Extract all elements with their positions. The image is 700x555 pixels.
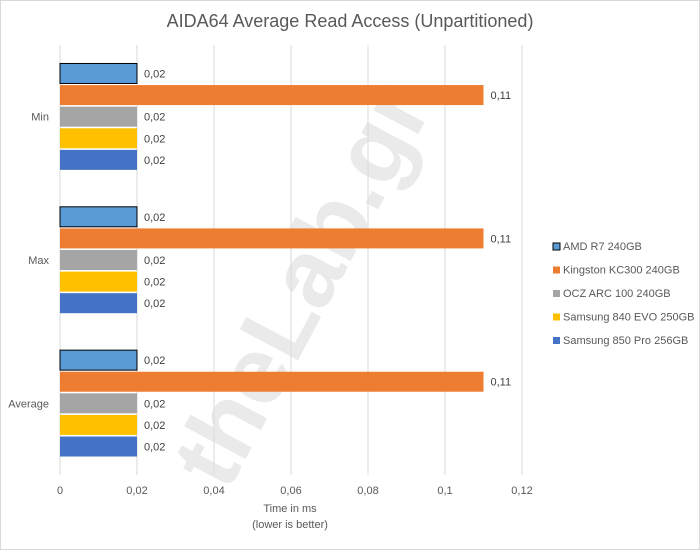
data-label: 0,02 xyxy=(144,133,165,145)
axis-layer: 0 0,02 0,04 0,06 0,08 0,1 0,12 Min Max Average xyxy=(8,112,532,497)
bar-min-kingston-kc300-240gb xyxy=(60,85,484,106)
legend-swatch-ocz-arc-100-240gb xyxy=(553,290,560,297)
data-label: 0,02 xyxy=(144,112,165,124)
x-tick-label: 0 xyxy=(57,485,63,497)
x-tick-label: 0,12 xyxy=(511,485,532,497)
category-label-max: Max xyxy=(28,255,49,267)
legend-label-amd-r7-240gb: AMD R7 240GB xyxy=(563,241,642,253)
category-label-min: Min xyxy=(31,112,49,124)
data-label: 0,02 xyxy=(144,68,165,80)
x-tick-label: 0,08 xyxy=(357,485,378,497)
bar-min-samsung-840-evo-250gb xyxy=(60,128,137,149)
legend-swatch-samsung-840-evo-250gb xyxy=(553,313,560,321)
legend-swatch-samsung-850-pro-256gb xyxy=(553,337,560,344)
data-label: 0,11 xyxy=(491,377,512,389)
legend-label-samsung-850-pro-256gb: Samsung 850 Pro 256GB xyxy=(563,335,688,347)
bar-min-ocz-arc-100-240gb xyxy=(60,106,137,127)
legend-label-samsung-840-evo-250gb: Samsung 840 EVO 250GB xyxy=(563,312,694,324)
data-label: 0,02 xyxy=(144,398,165,410)
bar-max-samsung-840-evo-250gb xyxy=(60,271,137,292)
data-label: 0,11 xyxy=(491,90,512,102)
data-label: 0,02 xyxy=(144,155,165,167)
bar-min-amd-r7-240gb xyxy=(59,62,138,84)
data-label: 0,02 xyxy=(144,277,165,289)
bar-average-ocz-arc-100-240gb xyxy=(60,393,137,414)
bar-max-ocz-arc-100-240gb xyxy=(60,250,137,270)
data-label: 0,11 xyxy=(491,233,512,245)
bar-max-kingston-kc300-240gb xyxy=(60,228,484,249)
x-axis-title: Time in ms xyxy=(263,503,317,515)
data-label: 0,02 xyxy=(144,442,165,454)
bar-average-samsung-840-evo-250gb xyxy=(60,414,137,435)
data-label: 0,02 xyxy=(144,420,165,432)
chart-title: AIDA64 Average Read Access (Unpartitione… xyxy=(167,11,534,31)
data-label: 0,02 xyxy=(144,355,165,367)
labels-layer: 0,02 0,11 0,02 0,02 0,02 0,02 0,11 0,02 0,02 0,02… xyxy=(144,68,511,453)
data-label: 0,02 xyxy=(144,298,165,310)
data-label: 0,02 xyxy=(144,255,165,267)
legend-label-kingston-kc300-240gb: Kingston KC300 240GB xyxy=(563,265,680,277)
x-tick-label: 0,02 xyxy=(126,485,147,497)
category-label-average: Average xyxy=(8,398,49,410)
legend-swatch-kingston-kc300-240gb xyxy=(553,266,560,274)
bar-average-amd-r7-240gb xyxy=(59,349,138,371)
x-axis-subtitle: (lower is better) xyxy=(252,519,328,531)
bar-average-kingston-kc300-240gb xyxy=(60,371,484,392)
bar-max-amd-r7-240gb xyxy=(59,206,138,228)
bar-max-samsung-850-pro-256gb xyxy=(60,293,137,314)
legend-swatch-amd-r7-240gb xyxy=(552,242,561,251)
x-tick-label: 0,06 xyxy=(280,485,301,497)
legend-label-ocz-arc-100-240gb: OCZ ARC 100 240GB xyxy=(563,288,671,300)
bars-layer xyxy=(59,62,484,457)
x-tick-label: 0,1 xyxy=(437,485,452,497)
x-tick-label: 0,04 xyxy=(203,485,224,497)
data-label: 0,02 xyxy=(144,212,165,224)
bar-min-samsung-850-pro-256gb xyxy=(60,149,137,170)
legend-layer: AMD R7 240GB Kingston KC300 240GB OCZ ARC … xyxy=(552,241,694,347)
bar-average-samsung-850-pro-256gb xyxy=(60,436,137,457)
